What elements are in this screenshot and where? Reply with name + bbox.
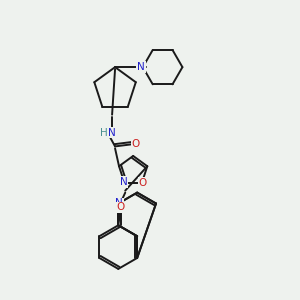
- Text: H: H: [100, 128, 108, 137]
- Text: N: N: [120, 177, 127, 187]
- Text: O: O: [116, 202, 124, 212]
- Text: N: N: [116, 199, 123, 208]
- Text: O: O: [132, 140, 140, 149]
- Text: N: N: [108, 128, 116, 137]
- Text: O: O: [139, 178, 147, 188]
- Text: N: N: [137, 62, 145, 72]
